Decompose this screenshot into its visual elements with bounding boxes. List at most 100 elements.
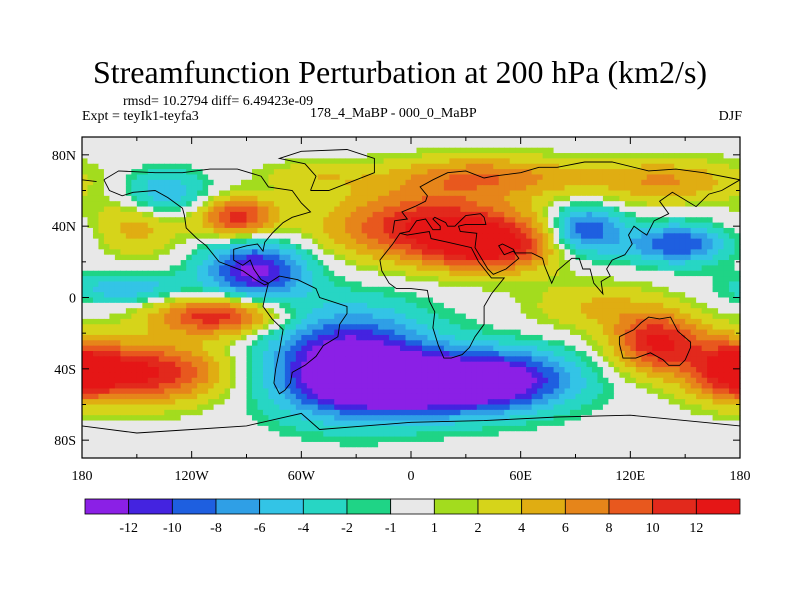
heatmap-cell <box>290 313 297 320</box>
heatmap-cell <box>372 281 379 288</box>
heatmap-cell <box>443 286 450 293</box>
heatmap-cell <box>449 249 456 256</box>
heatmap-cell <box>734 276 741 283</box>
heatmap-cell <box>389 153 396 159</box>
heatmap-cell <box>251 222 259 229</box>
heatmap-cell <box>213 147 220 154</box>
heatmap-cell <box>602 206 609 213</box>
heatmap-cell <box>663 249 670 256</box>
heatmap-cell <box>657 297 664 304</box>
heatmap-cell <box>295 292 302 299</box>
heatmap-cell <box>635 147 642 154</box>
heatmap-cell <box>465 286 472 293</box>
heatmap-cell <box>443 292 450 299</box>
heatmap-cell <box>515 324 522 331</box>
heatmap-cell <box>674 292 681 299</box>
heatmap-cell <box>608 227 615 234</box>
heatmap-cell <box>696 174 703 181</box>
heatmap-cell <box>652 158 659 165</box>
heatmap-cell <box>109 206 116 213</box>
heatmap-cell <box>663 345 670 352</box>
heatmap-cell <box>712 190 719 197</box>
heatmap-cell <box>465 238 472 245</box>
heatmap-cell <box>295 222 302 229</box>
heatmap-cell <box>537 244 544 250</box>
heatmap-cell <box>312 265 319 272</box>
heatmap-cell <box>301 238 308 245</box>
heatmap-cell <box>361 281 368 288</box>
heatmap-cell <box>180 227 187 234</box>
heatmap-cell <box>197 308 204 315</box>
heatmap-cell <box>257 297 264 304</box>
heatmap-cell <box>284 201 291 208</box>
heatmap-cell <box>509 217 516 224</box>
heatmap-cell <box>498 201 505 208</box>
heatmap-cell <box>657 195 664 202</box>
heatmap-cell <box>734 217 741 224</box>
heatmap-cell <box>279 211 286 218</box>
heatmap-cell <box>383 260 390 266</box>
heatmap-cell <box>701 238 708 245</box>
heatmap-cell <box>367 302 374 309</box>
heatmap-cell <box>493 222 500 229</box>
heatmap-cell <box>301 351 308 357</box>
heatmap-cell <box>334 324 341 331</box>
heatmap-cell <box>531 153 538 159</box>
heatmap-cell <box>531 195 538 202</box>
heatmap-cell <box>350 270 357 277</box>
heatmap-cell <box>246 329 253 336</box>
heatmap-cell <box>372 292 379 299</box>
heatmap-cell <box>241 318 248 325</box>
heatmap-cell <box>685 222 692 229</box>
heatmap-cell <box>734 334 741 341</box>
heatmap-cell <box>641 345 648 352</box>
heatmap-cell <box>372 249 379 256</box>
heatmap-cell <box>389 329 396 336</box>
heatmap-cell <box>98 297 105 304</box>
heatmap-cell <box>685 211 692 218</box>
heatmap-cell <box>449 318 456 325</box>
heatmap-cell <box>526 297 533 304</box>
heatmap-cell <box>729 281 736 288</box>
heatmap-cell <box>487 238 494 245</box>
heatmap-cell <box>657 265 664 272</box>
heatmap-cell <box>98 227 105 234</box>
heatmap-cell <box>142 302 149 309</box>
heatmap-cell <box>564 158 571 165</box>
heatmap-cell <box>663 137 670 143</box>
heatmap-cell <box>312 137 319 143</box>
heatmap-cell <box>262 297 270 304</box>
heatmap-cell <box>553 158 560 165</box>
heatmap-cell <box>602 308 609 315</box>
heatmap-cell <box>580 260 588 266</box>
heatmap-cell <box>235 190 242 197</box>
heatmap-cell <box>668 351 675 357</box>
heatmap-cell <box>317 270 324 277</box>
heatmap-cell <box>383 233 390 240</box>
heatmap-cell <box>339 206 346 213</box>
heatmap-cell <box>416 238 423 245</box>
heatmap-cell <box>241 329 248 336</box>
heatmap-cell <box>624 351 631 357</box>
heatmap-cell <box>323 345 330 352</box>
heatmap-cell <box>405 227 412 234</box>
heatmap-cell <box>591 137 599 143</box>
heatmap-cell <box>230 179 237 186</box>
heatmap-cell <box>279 276 286 283</box>
heatmap-cell <box>668 179 675 186</box>
heatmap-cell <box>646 201 653 208</box>
heatmap-cell <box>147 227 154 234</box>
heatmap-cell <box>230 201 237 208</box>
heatmap-cell <box>82 233 89 240</box>
heatmap-cell <box>241 260 248 266</box>
heatmap-cell <box>169 254 176 261</box>
heatmap-cell <box>389 137 396 143</box>
heatmap-cell <box>153 249 160 256</box>
heatmap-cell <box>235 185 242 192</box>
heatmap-cell <box>608 260 615 266</box>
heatmap-cell <box>663 265 670 272</box>
heatmap-cell <box>526 153 533 159</box>
heatmap-cell <box>356 244 363 250</box>
heatmap-cell <box>718 329 725 336</box>
heatmap-cell <box>290 356 297 363</box>
